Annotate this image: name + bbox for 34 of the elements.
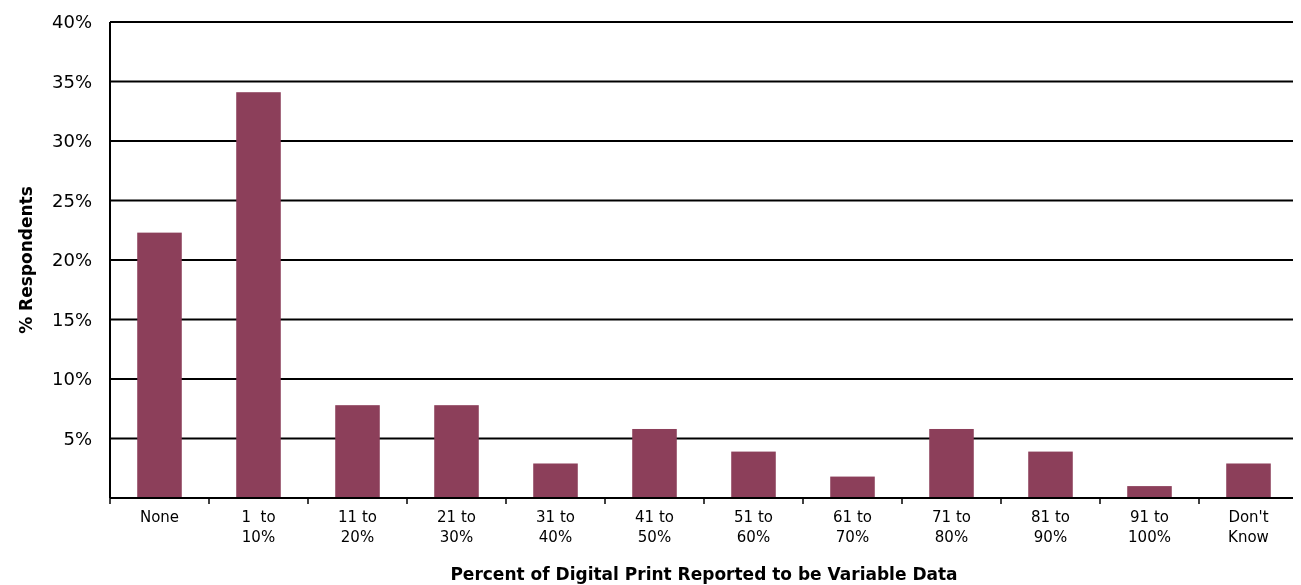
x-tick-label: 1 to 10% (241, 508, 276, 546)
y-tick-label: 25% (51, 189, 92, 211)
bar (830, 476, 875, 498)
bar (632, 428, 677, 498)
bar (335, 405, 380, 498)
x-axis-title: Percent of Digital Print Reported to be Variable Data (450, 564, 958, 584)
bar (1226, 463, 1271, 498)
y-tick-label: 20% (51, 249, 92, 271)
bar (1028, 451, 1073, 498)
y-tick-label: 35% (51, 70, 92, 92)
bar (236, 92, 281, 498)
y-tick-label: 5% (63, 427, 92, 449)
bar (1127, 486, 1172, 498)
x-tick-label: 91 to 100% (1128, 508, 1171, 546)
bar (434, 405, 479, 498)
bar (533, 463, 578, 498)
x-tick-label: None (139, 508, 180, 526)
x-tick-label: 71 to 80% (932, 508, 971, 546)
x-tick-label: 51 to 60% (734, 508, 773, 546)
x-tick-label: 11 to 20% (338, 508, 377, 546)
y-tick-label: 40% (51, 11, 92, 33)
bar (929, 428, 974, 498)
bar (137, 232, 182, 498)
y-tick-label: 15% (51, 308, 92, 330)
y-tick-label: 30% (51, 130, 92, 152)
x-tick-label: 31 to 40% (536, 508, 575, 546)
x-tick-label: Don't Know (1228, 508, 1269, 546)
x-tick-label: 41 to 50% (635, 508, 674, 546)
y-axis-title: % Respondents (16, 186, 36, 334)
bar (731, 451, 776, 498)
x-tick-label: 61 to 70% (833, 508, 872, 546)
y-tick-label: 10% (51, 368, 92, 390)
x-tick-label: 81 to 90% (1031, 508, 1070, 546)
x-tick-label: 21 to 30% (437, 508, 476, 546)
